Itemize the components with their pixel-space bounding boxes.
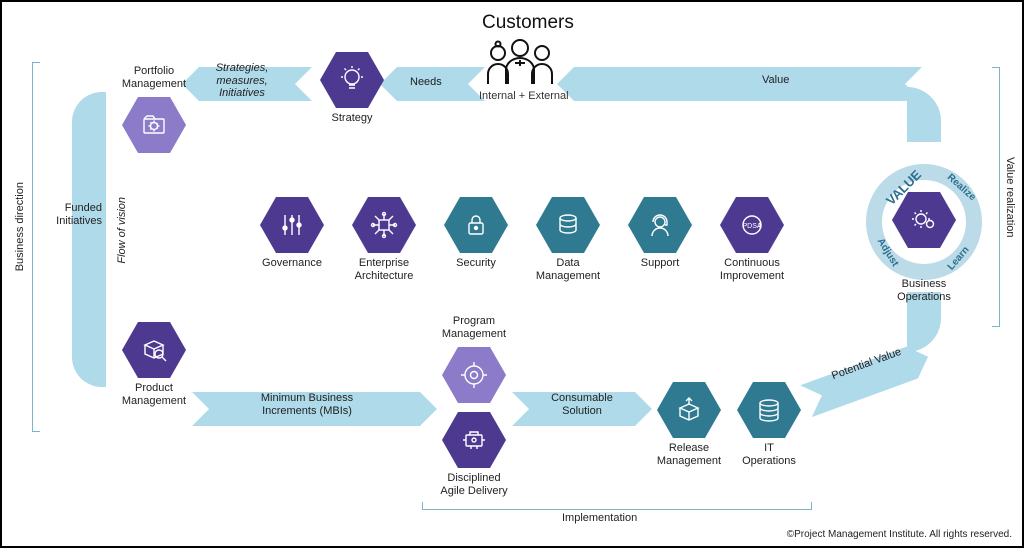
- bracket-label-flow-of-vision: Flow of vision: [116, 197, 128, 264]
- flow-arrow-potential: [800, 341, 934, 417]
- flow-corner-tl: [72, 92, 106, 142]
- node-governance: Governance: [260, 197, 324, 253]
- lock-icon: [459, 208, 493, 242]
- flow-label-mbi: Minimum BusinessIncrements (MBIs): [242, 392, 372, 417]
- flow-label-funded: FundedInitiatives: [42, 202, 102, 227]
- node-program-management: ProgramManagement: [442, 347, 506, 403]
- node-label-portfolio: PortfolioManagement: [84, 65, 224, 90]
- node-label-ci: ContinuousImprovement: [682, 257, 822, 282]
- engine-icon: [457, 423, 491, 457]
- sliders-icon: [275, 208, 309, 242]
- node-continuous-improvement: PDSA ContinuousImprovement: [720, 197, 784, 253]
- box-magnify-icon: [137, 333, 171, 367]
- headset-icon: [643, 208, 677, 242]
- customers-title: Customers: [482, 12, 574, 34]
- node-security: Security: [444, 197, 508, 253]
- node-portfolio-management: PortfolioManagement: [122, 97, 186, 153]
- node-it-operations: ITOperations: [737, 382, 801, 438]
- node-strategy: Strategy: [320, 52, 384, 108]
- node-product-management: ProductManagement: [122, 322, 186, 378]
- flow-label-needs: Needs: [410, 76, 442, 89]
- node-label-itops: ITOperations: [699, 442, 839, 467]
- flow-corner-tr: [907, 87, 941, 142]
- flow-label-consumable: ConsumableSolution: [542, 392, 622, 417]
- node-label-dad: DisciplinedAgile Delivery: [404, 472, 544, 497]
- bracket-label-business-direction: Business direction: [14, 182, 26, 271]
- node-label-bizops: BusinessOperations: [854, 278, 994, 303]
- gears-icon: [907, 203, 941, 237]
- bracket-label-implementation: Implementation: [562, 512, 637, 524]
- flow-corner-bl: [72, 327, 106, 387]
- node-disciplined-agile: DisciplinedAgile Delivery: [442, 412, 506, 468]
- lightbulb-icon: [335, 63, 369, 97]
- flow-arrow-value: [557, 67, 922, 101]
- node-support: Support: [628, 197, 692, 253]
- node-business-operations: BusinessOperations: [892, 192, 956, 248]
- bracket-label-value-realization: Value realization: [1004, 157, 1016, 238]
- node-label-product: ProductManagement: [84, 382, 224, 407]
- flow-arrow-left: [72, 142, 106, 327]
- node-release-management: ReleaseManagement: [657, 382, 721, 438]
- node-enterprise-architecture: EnterpriseArchitecture: [352, 197, 416, 253]
- chip-network-icon: [367, 208, 401, 242]
- bracket-value-realization: [992, 67, 1000, 327]
- target-gear-icon: [457, 358, 491, 392]
- folder-gear-icon: [137, 108, 171, 142]
- node-label-strategy: Strategy: [282, 112, 422, 125]
- flow-label-value: Value: [762, 74, 789, 87]
- copyright-text: ©Project Management Institute. All right…: [787, 529, 1012, 540]
- server-stack-icon: [752, 393, 786, 427]
- bracket-implementation: [422, 502, 812, 510]
- node-data-management: DataManagement: [536, 197, 600, 253]
- node-label-program: ProgramManagement: [404, 315, 544, 340]
- customers-subtitle: Internal + External: [479, 90, 569, 102]
- bracket-business-direction: [32, 62, 40, 432]
- customers-icon: [480, 36, 560, 91]
- open-box-icon: [672, 393, 706, 427]
- pdsa-cycle-icon: PDSA: [735, 208, 769, 242]
- database-icon: [551, 208, 585, 242]
